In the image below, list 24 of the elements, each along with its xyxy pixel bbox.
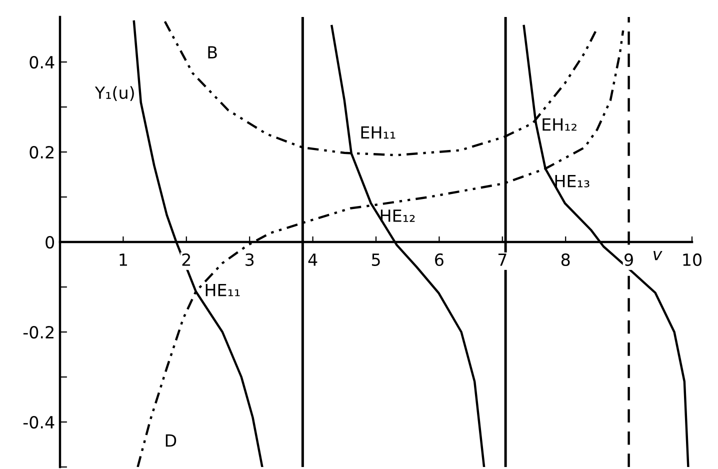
y-tick-label: -0.4 (23, 416, 54, 429)
y-tick-label: 0.2 (30, 146, 54, 159)
x-tick-label: 7 (498, 254, 506, 266)
annotation: HE₁₁ (206, 284, 240, 296)
x-tick-label: 6 (435, 253, 444, 266)
annotation: EH₁₂ (542, 118, 576, 131)
annotation: EH₁₁ (361, 126, 396, 139)
annotation: D (166, 434, 176, 447)
x-tick-label: 1 (120, 254, 127, 266)
x-tick-label: 8 (561, 253, 570, 266)
x-axis-title: v (654, 250, 662, 260)
y-tick-label: 0 (46, 236, 54, 249)
x-tick-label: 5 (372, 254, 380, 266)
y-tick-label: -0.2 (23, 326, 54, 339)
annotation: HE₁₂ (380, 210, 415, 222)
annotation: Y₁(u) (94, 86, 134, 101)
annotation: B (208, 46, 217, 58)
x-tick-label: 4 (308, 254, 318, 266)
x-tick-label: 10 (683, 253, 702, 266)
y-tick-label: 0.4 (30, 56, 54, 69)
annotation: HE₁₃ (555, 174, 590, 188)
x-tick-label: 3 (246, 253, 254, 266)
x-tick-label: 9 (624, 253, 633, 266)
x-tick-label: 2 (182, 253, 190, 266)
